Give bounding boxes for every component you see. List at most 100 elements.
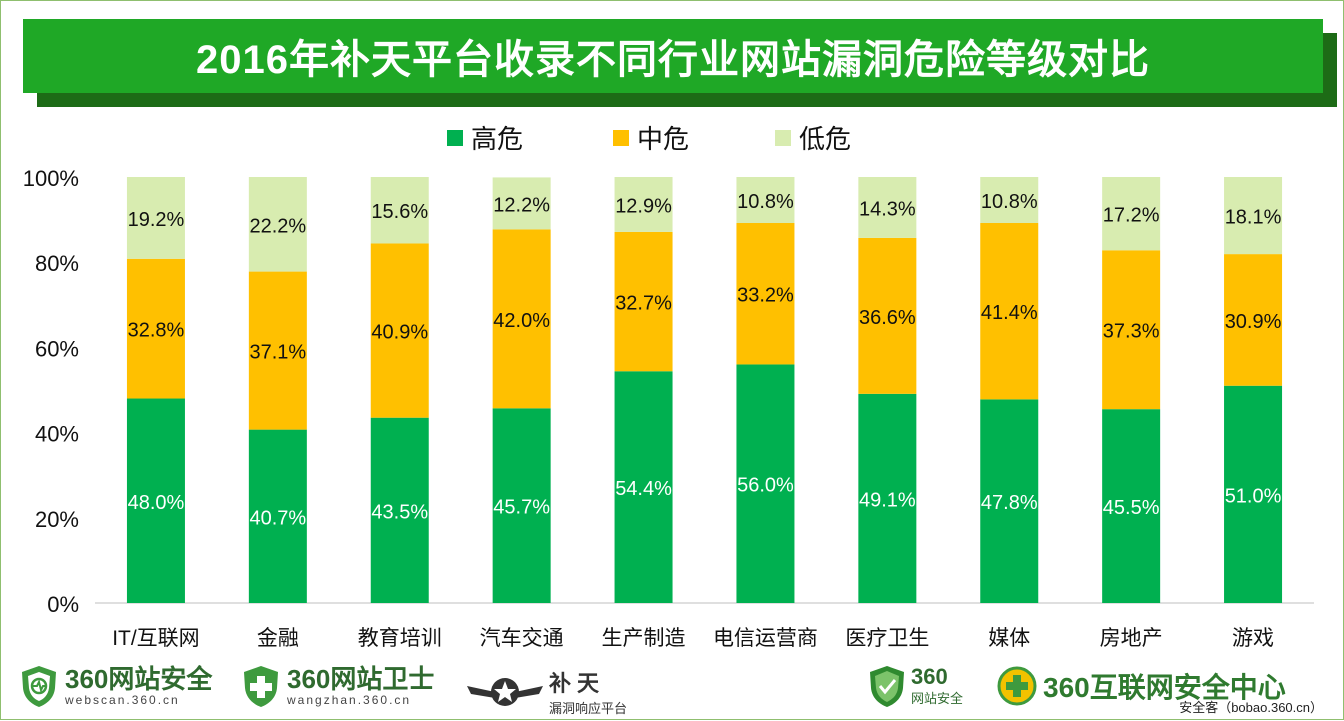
- x-tick-label: 媒体: [988, 627, 1030, 650]
- bar-segment: [980, 399, 1039, 603]
- bar-segment: [1224, 177, 1283, 255]
- bar-segment: [248, 271, 307, 430]
- data-label: 42.0%: [493, 310, 550, 332]
- bar-segment: [370, 417, 429, 603]
- legend-swatch-high: [447, 129, 463, 146]
- data-label: 32.8%: [128, 320, 185, 342]
- x-tick-label: 房地产: [1100, 627, 1163, 650]
- bar-segment: [1224, 385, 1283, 603]
- bar-segment: [248, 177, 307, 272]
- bar-segment: [1102, 250, 1161, 410]
- logo-butian: 补天 漏洞响应平台: [465, 666, 627, 717]
- bar-segment: [492, 408, 551, 603]
- logo3-name: 补天: [549, 671, 606, 696]
- logo3-sub: 漏洞响应平台: [549, 701, 628, 716]
- data-label: 14.3%: [859, 198, 916, 220]
- star-wings-icon: [467, 677, 543, 706]
- bar-segment: [492, 177, 551, 230]
- footer-logos: 360网站安全 webscan.360.cn 360网站卫士 wangzhan.…: [1, 656, 1344, 721]
- bar-segment: [858, 177, 917, 238]
- bar-segment: [1102, 177, 1161, 251]
- legend-label-mid: 中危: [637, 124, 690, 154]
- x-tick-label: 医疗卫生: [845, 627, 929, 650]
- globe-plus-icon: [997, 666, 1037, 706]
- bar-segment: [492, 229, 551, 409]
- chart-title: 2016年补天平台收录不同行业网站漏洞危险等级对比: [196, 38, 1150, 82]
- credit-text: 安全客（bobao.360.cn）: [1179, 700, 1323, 715]
- x-tick-label: IT/互联网: [112, 627, 200, 650]
- y-tick-label: 20%: [35, 507, 79, 532]
- bar-segment: [126, 258, 185, 399]
- data-label: 45.7%: [493, 497, 550, 519]
- x-tick-label: 教育培训: [358, 627, 442, 650]
- logo5-name: 360互联网安全中心: [1043, 672, 1286, 703]
- bar-segment: [126, 177, 185, 259]
- y-tick-label: 0%: [47, 592, 79, 617]
- data-label: 37.3%: [1103, 321, 1160, 343]
- x-tick-label: 游戏: [1232, 627, 1274, 650]
- shield-plus-icon: [244, 666, 278, 707]
- bar-segment: [980, 177, 1039, 224]
- logo2-name: 360网站卫士: [287, 664, 435, 694]
- y-tick-label: 40%: [35, 422, 79, 447]
- data-label: 49.1%: [859, 489, 916, 511]
- data-label: 10.8%: [981, 191, 1038, 213]
- data-label: 54.4%: [615, 478, 672, 500]
- legend-swatch-low: [775, 129, 791, 146]
- bar-segment: [736, 177, 795, 224]
- legend-item-mid: 中危: [613, 119, 689, 156]
- legend: 高危 中危 低危: [1, 119, 1344, 155]
- data-label: 30.9%: [1225, 311, 1282, 333]
- shield-icon: [22, 666, 56, 707]
- stacked-bar-chart: 0% 20% 40% 60% 80% 100% 48.0% 32.8% 19.2% IT/互联网 4…: [23, 166, 1314, 650]
- logo4-sub: 网站安全: [911, 690, 964, 706]
- x-tick-label: 电信运营商: [713, 627, 818, 650]
- data-label: 17.2%: [1103, 205, 1160, 227]
- x-tick-label: 金融: [257, 627, 299, 650]
- data-label: 15.6%: [371, 201, 428, 223]
- logo1-name: 360网站安全: [65, 664, 213, 694]
- bar-segment: [614, 177, 673, 232]
- data-label: 12.2%: [493, 194, 550, 216]
- x-tick-label: 生产制造: [602, 627, 686, 650]
- bar-segment: [370, 243, 429, 418]
- legend-label-low: 低危: [799, 124, 852, 154]
- bar-segment: [1224, 254, 1283, 386]
- logo2-url: wangzhan.360.cn: [287, 693, 412, 707]
- bar-segment: [126, 398, 185, 603]
- title-bar: 2016年补天平台收录不同行业网站漏洞危险等级对比: [23, 19, 1323, 93]
- y-tick-label: 100%: [23, 166, 79, 191]
- y-tick-label: 60%: [35, 336, 79, 361]
- data-label: 12.9%: [615, 195, 672, 217]
- legend-item-high: 高危: [447, 119, 523, 156]
- bar-segment: [370, 177, 429, 244]
- data-label: 43.5%: [371, 501, 428, 523]
- data-label: 36.6%: [859, 307, 916, 329]
- data-label: 37.1%: [249, 342, 306, 364]
- data-label: 41.4%: [981, 302, 1038, 324]
- data-label: 33.2%: [737, 285, 794, 307]
- legend-label-high: 高危: [471, 124, 524, 154]
- data-label: 45.5%: [1103, 497, 1160, 519]
- x-tick-label: 汽车交通: [480, 627, 564, 650]
- bar-segment: [980, 223, 1039, 400]
- data-label: 40.7%: [249, 507, 306, 529]
- data-label: 19.2%: [128, 209, 185, 231]
- bar-segment: [614, 231, 673, 372]
- data-label: 22.2%: [249, 215, 306, 237]
- data-label: 47.8%: [981, 492, 1038, 514]
- data-label: 10.8%: [737, 191, 794, 213]
- data-label: 56.0%: [737, 475, 794, 497]
- legend-swatch-mid: [613, 129, 629, 146]
- logo-360-site-security: 360 网站安全: [867, 664, 963, 708]
- bar-segment: [858, 393, 917, 603]
- logo1-url: webscan.360.cn: [65, 693, 180, 707]
- bar-segment: [858, 237, 917, 394]
- logo-360-wangzhan: 360网站卫士 wangzhan.360.cn: [241, 664, 434, 708]
- logo-360-internet-security-center: 360互联网安全中心: [997, 666, 1286, 706]
- data-label: 32.7%: [615, 293, 672, 315]
- bar-segment: [1102, 409, 1161, 603]
- bar-segment: [614, 371, 673, 603]
- data-label: 51.0%: [1225, 485, 1282, 507]
